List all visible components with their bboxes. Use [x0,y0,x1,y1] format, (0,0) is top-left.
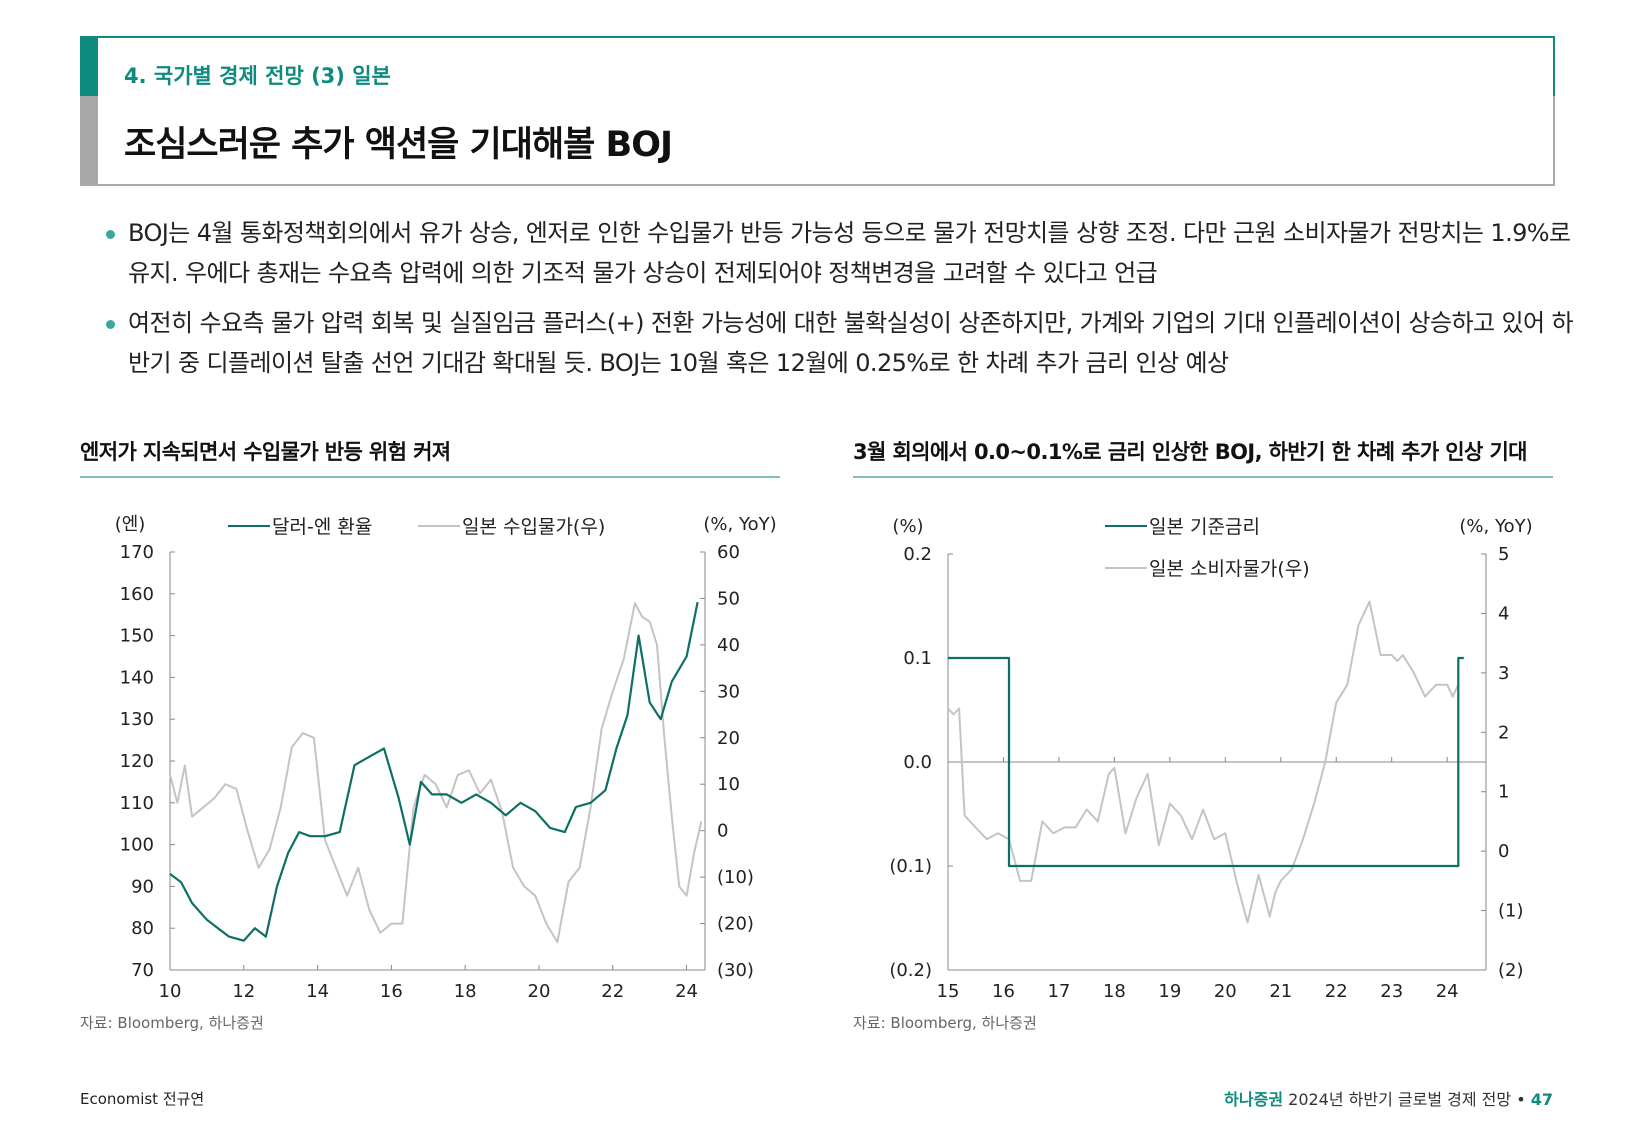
page-title: 조심스러운 추가 액션을 기대해볼 BOJ [124,125,673,165]
y-left-tick-label: 0.1 [903,648,932,669]
y-left-tick-label: 0.2 [903,544,932,565]
chart-title-right: 3월 회의에서 0.0~0.1%로 금리 인상한 BOJ, 하반기 한 차례 추… [853,440,1527,464]
x-tick-label: 20 [528,981,551,1002]
page-number: 47 [1530,1090,1553,1109]
y-left-tick-label: 80 [131,918,154,939]
bullet-dot-icon [106,230,115,239]
section-label: 4. 국가별 경제 전망 (3) 일본 [124,64,391,88]
x-tick-label: 16 [380,981,403,1002]
bullet-list: BOJ는 4월 통화정책회의에서 유가 상승, 엔저로 인한 수입물가 반등 가… [104,213,1574,393]
y-right-tick-label: 0 [717,821,728,842]
series-line-primary [948,656,1464,868]
footer-author: Economist 전규연 [80,1090,205,1108]
y-right-tick-label: 0 [1498,841,1509,862]
y-left-tick-label: 70 [131,960,154,981]
y-right-tick-label: 4 [1498,603,1509,624]
y-right-tick-label: 30 [717,681,740,702]
y-right-tick-label: 10 [717,774,740,795]
source-note: 자료: Bloomberg, 하나증권 [853,1014,1037,1032]
series-line-primary [169,601,699,942]
y-left-tick-label: 120 [120,751,154,772]
footer-separator: • [1511,1090,1531,1109]
chart-left: 1701601501401301201101009080706050403020… [115,514,777,1002]
x-tick-label: 16 [992,981,1015,1002]
header-top-rule [80,36,1555,38]
y-left-tick-label: 150 [120,626,154,647]
footer-brand: 하나증권 [1224,1090,1284,1109]
header-accent-teal [80,36,98,96]
y-right-tick-label: (10) [717,867,754,888]
y-right-tick-label: 1 [1498,782,1509,803]
y-left-tick-label: 170 [120,542,154,563]
footer-report-title: 2024년 하반기 글로벌 경제 전망 [1283,1090,1512,1109]
legend-label: 일본 수입물가(우) [462,516,605,538]
x-tick-label: 24 [675,981,698,1002]
x-tick-label: 18 [454,981,477,1002]
footer-report: 하나증권 2024년 하반기 글로벌 경제 전망 • 47 [1224,1086,1553,1110]
x-tick-label: 23 [1380,981,1403,1002]
x-tick-label: 18 [1103,981,1126,1002]
bullet-item: 여전히 수요측 물가 압력 회복 및 실질임금 플러스(+) 전환 가능성에 대… [104,303,1574,383]
x-tick-label: 10 [159,981,182,1002]
x-tick-label: 17 [1047,981,1070,1002]
y-right-tick-label: 3 [1498,663,1509,684]
x-tick-label: 15 [937,981,960,1002]
y-left-tick-label: 130 [120,709,154,730]
y-right-tick-label: 2 [1498,722,1509,743]
bullet-text: BOJ는 4월 통화정책회의에서 유가 상승, 엔저로 인한 수입물가 반등 가… [128,219,1571,287]
y-right-tick-label: 40 [717,635,740,656]
x-tick-label: 22 [1325,981,1348,1002]
source-note: 자료: Bloomberg, 하나증권 [80,1014,264,1032]
header-accent-right [1553,36,1555,96]
chart-title-rule [80,476,780,478]
bullet-dot-icon [106,320,115,329]
series-line-secondary [169,602,703,944]
legend-label: 달러-엔 환율 [272,516,372,538]
header-accent-gray [80,96,98,186]
y-left-tick-label: 100 [120,835,154,856]
y-left-tick-label: 110 [120,793,154,814]
y-right-tick-label: (30) [717,960,754,981]
x-tick-label: 19 [1158,981,1181,1002]
y-left-tick-label: 160 [120,584,154,605]
bullet-text: 여전히 수요측 물가 압력 회복 및 실질임금 플러스(+) 전환 가능성에 대… [128,309,1574,377]
x-tick-label: 14 [306,981,329,1002]
chart-title-left: 엔저가 지속되면서 수입물가 반등 위험 커져 [80,440,451,464]
x-tick-label: 12 [232,981,255,1002]
x-tick-label: 22 [601,981,624,1002]
y-right-tick-label: (2) [1498,960,1524,981]
y-left-unit: (엔) [115,514,146,535]
y-right-unit: (%, YoY) [1459,516,1532,537]
x-tick-label: 21 [1269,981,1292,1002]
y-left-tick-label: 140 [120,667,154,688]
y-right-tick-label: 5 [1498,544,1509,565]
y-right-unit: (%, YoY) [703,514,776,535]
y-left-unit: (%) [892,516,923,537]
y-right-tick-label: (20) [717,914,754,935]
y-right-tick-label: (1) [1498,901,1524,922]
series-line-secondary [947,600,1460,924]
y-right-tick-label: 60 [717,542,740,563]
x-tick-label: 20 [1214,981,1237,1002]
chart-title-rule [853,476,1553,478]
y-right-tick-label: 50 [717,588,740,609]
x-tick-label: 24 [1436,981,1459,1002]
y-left-tick-label: 90 [131,876,154,897]
legend-label: 일본 기준금리 [1149,516,1260,538]
y-left-tick-label: 0.0 [903,752,932,773]
y-right-tick-label: 20 [717,728,740,749]
y-left-tick-label: (0.1) [889,856,932,877]
bullet-item: BOJ는 4월 통화정책회의에서 유가 상승, 엔저로 인한 수입물가 반등 가… [104,213,1574,293]
legend-label: 일본 소비자물가(우) [1149,558,1310,580]
y-left-tick-label: (0.2) [889,960,932,981]
